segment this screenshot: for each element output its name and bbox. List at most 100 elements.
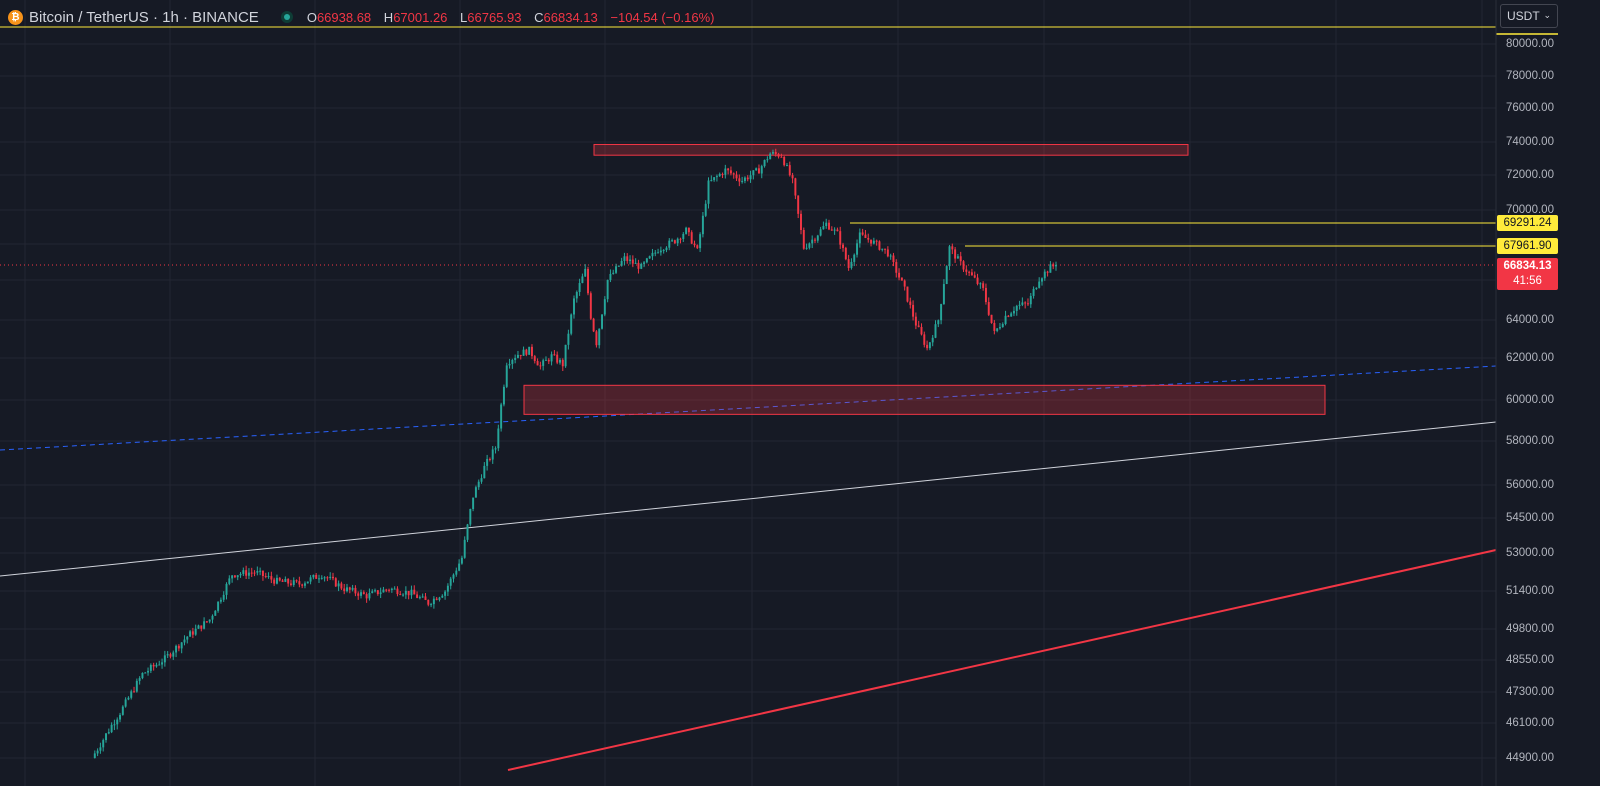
candle-body [348,587,351,590]
candle-body [934,324,937,338]
candle-body [102,740,105,748]
currency-selector[interactable]: USDT ⌄ [1500,4,1558,28]
candle-body [561,359,564,367]
candle-body [729,170,732,174]
candle-body [278,577,281,581]
drawing-annotations [0,26,1558,771]
candle-body [469,508,472,525]
candle-body [245,570,248,576]
candle-body [914,316,917,326]
candle-body [979,283,982,285]
support-zone [523,384,1326,415]
candle-body [794,178,797,196]
candle-body [318,578,320,580]
candle-body [982,283,985,288]
candle-body [225,583,228,595]
candle-body [917,325,920,327]
candle-body [231,575,234,579]
candle-body [404,590,407,595]
price-axis-label: 47300.00 [1506,686,1554,698]
candle-body [539,365,542,367]
candle-body [337,583,340,587]
candle-body [284,579,287,582]
candle-body [570,314,573,334]
candle-body [1032,288,1035,296]
candle-body [194,628,197,635]
candle-body [368,593,371,599]
candle-body [676,238,679,244]
candle-body [721,173,724,175]
candle-body [970,272,973,276]
candle-body [374,590,377,592]
open-key: O [306,9,317,25]
candle-body [491,449,494,460]
support-trendline-white [0,421,1497,577]
candle-body [864,234,867,238]
candle-body [343,588,346,592]
candle-body [741,180,744,182]
price-axis-label: 60000.00 [1506,394,1554,406]
candle-body [844,247,847,260]
candle-body [110,724,113,733]
candle-body [175,645,178,653]
market-status-icon[interactable] [280,11,293,23]
candle-body [766,159,769,161]
candle-body [267,576,270,578]
price-axis-label: 58000.00 [1506,435,1554,447]
candle-body [673,240,676,244]
symbol-title[interactable]: Bitcoin / TetherUS · 1h · BINANCE [29,8,259,26]
candle-body [671,240,674,242]
candle-body [259,570,262,572]
candle-body [615,266,618,273]
candle-body [1012,310,1015,314]
candle-body [895,262,898,273]
candle-body [1021,302,1024,305]
low-key: L [460,9,468,25]
candle-body [396,588,399,595]
candle-body [390,588,393,591]
candle-body [715,176,718,178]
candle-body [217,601,220,611]
candle-body [749,175,752,180]
candle-body [357,593,360,596]
candle-body [808,243,811,248]
candle-body [388,589,391,591]
candle-body [472,497,475,509]
candle-body [962,261,965,270]
candle-body [822,225,825,230]
candle-body [1001,323,1004,328]
candle-body [124,699,127,707]
candle-body [270,576,273,580]
candle-body [329,576,332,578]
candle-body [923,334,926,345]
candle-body [93,753,96,758]
candle-body [811,239,814,244]
price-axis-label: 46100.00 [1506,717,1554,729]
bar-countdown: 41:56 [1513,275,1542,287]
candle-body [777,154,780,157]
price-axis-label: 54500.00 [1506,512,1554,524]
candle-body [119,714,122,720]
candle-body [96,750,99,754]
candle-body [301,584,304,586]
candle-body [587,268,589,294]
price-change: −104.54 (−0.16%) [610,9,715,25]
candle-body [107,732,110,734]
candle-body [522,349,525,356]
candle-body [645,258,648,263]
candle-body [682,233,685,239]
candle-body [631,259,634,264]
candle-body [926,344,929,349]
candle-body [505,365,508,387]
candle-body [533,356,536,361]
candle-body [1004,315,1007,324]
candle-body [222,594,225,600]
candle-body [281,580,284,582]
candle-body [626,256,629,261]
candle-body [928,342,931,349]
candle-body [657,252,660,254]
candle-body [233,575,236,578]
candle-body [169,654,172,657]
candle-body [889,255,892,257]
